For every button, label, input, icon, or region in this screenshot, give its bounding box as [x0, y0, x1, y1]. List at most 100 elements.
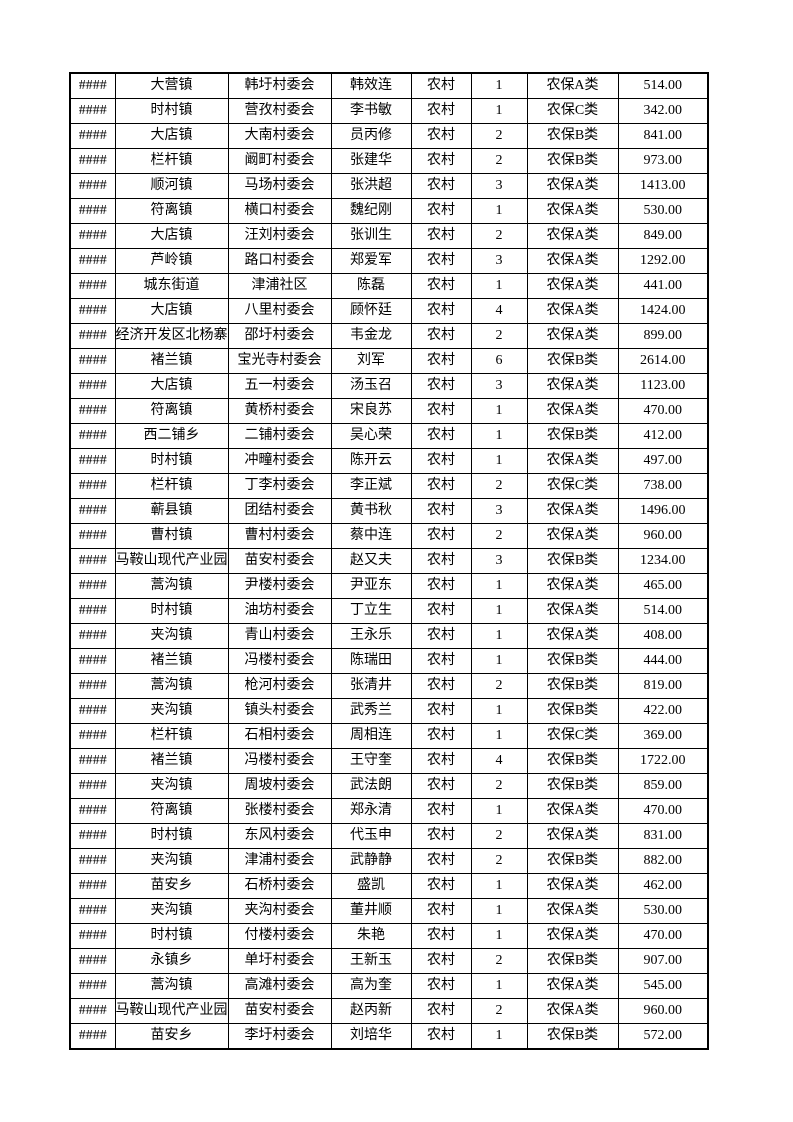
cell-person-name[interactable]: 宋良苏 [330, 398, 412, 424]
cell-amount[interactable]: 2614.00 [617, 348, 709, 374]
cell-overflow-marker[interactable]: #### [69, 573, 116, 599]
cell-household-type[interactable]: 农村 [410, 648, 472, 674]
cell-household-type[interactable]: 农村 [410, 173, 472, 199]
cell-household-type[interactable]: 农村 [410, 498, 472, 524]
cell-amount[interactable]: 465.00 [617, 573, 709, 599]
cell-village-committee[interactable]: 横口村委会 [227, 198, 332, 224]
cell-insurance-category[interactable]: 农保A类 [526, 923, 619, 949]
cell-township[interactable]: 蒿沟镇 [114, 573, 229, 599]
cell-township[interactable]: 城东街道 [114, 273, 229, 299]
cell-village-committee[interactable]: 路口村委会 [227, 248, 332, 274]
cell-insurance-category[interactable]: 农保A类 [526, 448, 619, 474]
cell-township[interactable]: 时村镇 [114, 598, 229, 624]
cell-person-name[interactable]: 武静静 [330, 848, 412, 874]
cell-insurance-category[interactable]: 农保A类 [526, 798, 619, 824]
cell-person-count[interactable]: 1 [470, 198, 528, 224]
cell-insurance-category[interactable]: 农保B类 [526, 648, 619, 674]
cell-amount[interactable]: 545.00 [617, 973, 709, 999]
cell-person-count[interactable]: 1 [470, 398, 528, 424]
cell-township[interactable]: 蒿沟镇 [114, 973, 229, 999]
cell-insurance-category[interactable]: 农保B类 [526, 1023, 619, 1050]
cell-township[interactable]: 曹村镇 [114, 523, 229, 549]
cell-person-name[interactable]: 盛凯 [330, 873, 412, 899]
cell-overflow-marker[interactable]: #### [69, 798, 116, 824]
cell-overflow-marker[interactable]: #### [69, 773, 116, 799]
cell-household-type[interactable]: 农村 [410, 398, 472, 424]
cell-overflow-marker[interactable]: #### [69, 498, 116, 524]
cell-insurance-category[interactable]: 农保B类 [526, 698, 619, 724]
cell-township[interactable]: 栏杆镇 [114, 723, 229, 749]
cell-insurance-category[interactable]: 农保C类 [526, 723, 619, 749]
cell-township[interactable]: 褚兰镇 [114, 648, 229, 674]
cell-township[interactable]: 符离镇 [114, 398, 229, 424]
cell-person-count[interactable]: 2 [470, 673, 528, 699]
cell-person-count[interactable]: 3 [470, 548, 528, 574]
cell-insurance-category[interactable]: 农保B类 [526, 423, 619, 449]
cell-insurance-category[interactable]: 农保A类 [526, 998, 619, 1024]
cell-person-count[interactable]: 2 [470, 323, 528, 349]
cell-overflow-marker[interactable]: #### [69, 398, 116, 424]
cell-person-name[interactable]: 吴心荣 [330, 423, 412, 449]
cell-person-count[interactable]: 3 [470, 498, 528, 524]
cell-village-committee[interactable]: 单圩村委会 [227, 948, 332, 974]
cell-person-name[interactable]: 郑爱军 [330, 248, 412, 274]
cell-household-type[interactable]: 农村 [410, 148, 472, 174]
cell-household-type[interactable]: 农村 [410, 548, 472, 574]
cell-village-committee[interactable]: 八里村委会 [227, 298, 332, 324]
cell-person-name[interactable]: 李正斌 [330, 473, 412, 499]
cell-village-committee[interactable]: 夹沟村委会 [227, 898, 332, 924]
cell-township[interactable]: 西二铺乡 [114, 423, 229, 449]
cell-insurance-category[interactable]: 农保A类 [526, 323, 619, 349]
cell-village-committee[interactable]: 东风村委会 [227, 823, 332, 849]
cell-amount[interactable]: 819.00 [617, 673, 709, 699]
cell-insurance-category[interactable]: 农保C类 [526, 473, 619, 499]
cell-village-committee[interactable]: 津浦村委会 [227, 848, 332, 874]
cell-overflow-marker[interactable]: #### [69, 998, 116, 1024]
cell-insurance-category[interactable]: 农保A类 [526, 973, 619, 999]
cell-township[interactable]: 马鞍山现代产业园 [114, 548, 229, 574]
cell-insurance-category[interactable]: 农保A类 [526, 873, 619, 899]
cell-person-count[interactable]: 1 [470, 723, 528, 749]
cell-insurance-category[interactable]: 农保B类 [526, 548, 619, 574]
cell-person-count[interactable]: 2 [470, 123, 528, 149]
cell-township[interactable]: 大店镇 [114, 373, 229, 399]
cell-household-type[interactable]: 农村 [410, 98, 472, 124]
cell-insurance-category[interactable]: 农保B类 [526, 673, 619, 699]
cell-township[interactable]: 大店镇 [114, 223, 229, 249]
cell-person-name[interactable]: 陈瑞田 [330, 648, 412, 674]
cell-household-type[interactable]: 农村 [410, 923, 472, 949]
cell-insurance-category[interactable]: 农保A类 [526, 523, 619, 549]
cell-overflow-marker[interactable]: #### [69, 473, 116, 499]
cell-overflow-marker[interactable]: #### [69, 348, 116, 374]
cell-village-committee[interactable]: 张楼村委会 [227, 798, 332, 824]
cell-overflow-marker[interactable]: #### [69, 148, 116, 174]
cell-insurance-category[interactable]: 农保A类 [526, 223, 619, 249]
cell-person-count[interactable]: 3 [470, 248, 528, 274]
cell-overflow-marker[interactable]: #### [69, 723, 116, 749]
cell-township[interactable]: 蕲县镇 [114, 498, 229, 524]
cell-person-name[interactable]: 黄书秋 [330, 498, 412, 524]
cell-amount[interactable]: 514.00 [617, 72, 709, 99]
cell-person-count[interactable]: 3 [470, 173, 528, 199]
cell-person-count[interactable]: 2 [470, 773, 528, 799]
cell-person-count[interactable]: 2 [470, 473, 528, 499]
cell-insurance-category[interactable]: 农保A类 [526, 248, 619, 274]
cell-person-name[interactable]: 董井顺 [330, 898, 412, 924]
cell-person-count[interactable]: 4 [470, 748, 528, 774]
cell-insurance-category[interactable]: 农保B类 [526, 348, 619, 374]
cell-person-count[interactable]: 1 [470, 648, 528, 674]
cell-household-type[interactable]: 农村 [410, 1023, 472, 1050]
cell-amount[interactable]: 441.00 [617, 273, 709, 299]
cell-insurance-category[interactable]: 农保A类 [526, 823, 619, 849]
cell-village-committee[interactable]: 高滩村委会 [227, 973, 332, 999]
cell-village-committee[interactable]: 苗安村委会 [227, 998, 332, 1024]
cell-township[interactable]: 栏杆镇 [114, 473, 229, 499]
cell-village-committee[interactable]: 马场村委会 [227, 173, 332, 199]
cell-township[interactable]: 苗安乡 [114, 873, 229, 899]
cell-amount[interactable]: 462.00 [617, 873, 709, 899]
cell-amount[interactable]: 369.00 [617, 723, 709, 749]
cell-township[interactable]: 褚兰镇 [114, 348, 229, 374]
cell-overflow-marker[interactable]: #### [69, 1023, 116, 1050]
cell-amount[interactable]: 1424.00 [617, 298, 709, 324]
cell-household-type[interactable]: 农村 [410, 423, 472, 449]
